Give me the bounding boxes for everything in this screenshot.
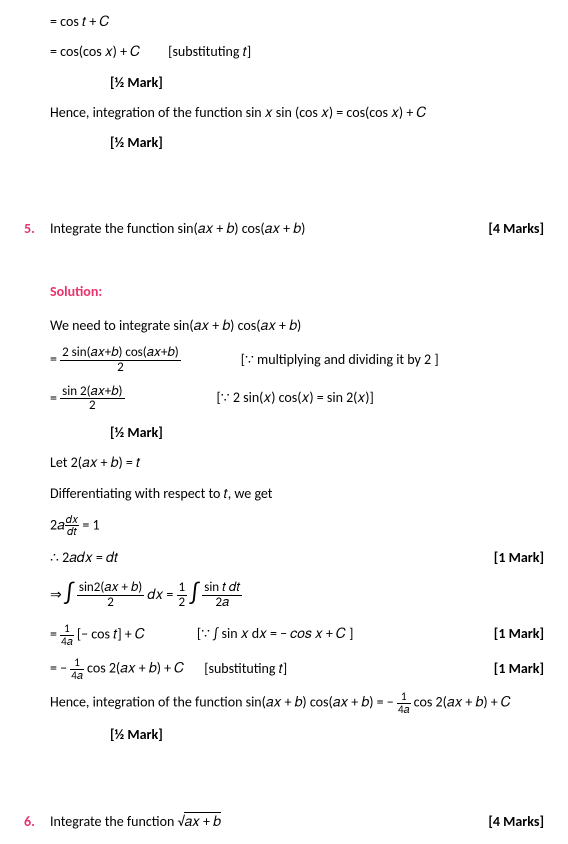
question-number: 5. <box>24 219 50 239</box>
let-statement: Let 2(𝑎𝑥 + 𝑏) = 𝑡 <box>50 453 544 473</box>
integral-note: [∵ ∫ sin 𝑥 d𝑥 = − 𝑐𝑜𝑠 𝑥 + 𝐶 ] <box>145 624 484 644</box>
step-cos-cosx: = cos(cos 𝑥) + 𝐶 [substituting 𝑡] <box>24 42 544 62</box>
step-mult-div-2: = 2 sin(𝑎𝑥+𝑏) cos(𝑎𝑥+𝑏)2 [∵ multiplying … <box>50 346 544 374</box>
question-text: Integrate the function √𝑎𝑥 + 𝑏 <box>50 812 480 832</box>
one-mark: [1 Mark] <box>484 659 544 679</box>
diff-statement: Differentiating with respect to 𝑡, we ge… <box>50 484 544 504</box>
integral-line: ⇒ ∫ sin2(𝑎𝑥 + 𝑏)2 𝑑𝑥 = 12 ∫ sin 𝑡 𝑑𝑡2𝑎 <box>50 578 544 613</box>
substitution-note: [substituting 𝑡] <box>140 42 544 62</box>
half-mark: [½ Mark] <box>24 73 544 93</box>
marks-label: [4 Marks] <box>480 812 544 832</box>
marks-label: [4 Marks] <box>480 219 544 239</box>
subst-note: [substituting 𝑡] <box>184 659 484 679</box>
eq-text: = cos(cos 𝑥) + 𝐶 <box>50 42 140 62</box>
question-5: 5. Integrate the function sin(𝑎𝑥 + 𝑏) co… <box>24 219 544 239</box>
reason-note: [∵ multiplying and dividing it by 2 ] <box>181 350 544 370</box>
question-text: Integrate the function sin(𝑎𝑥 + 𝑏) cos(𝑎… <box>50 219 480 239</box>
half-mark: [½ Mark] <box>24 133 544 153</box>
conclusion-q5: Hence, integration of the function sin(𝑎… <box>50 691 544 715</box>
half-mark: [½ Mark] <box>50 423 544 443</box>
half-mark: [½ Mark] <box>50 725 544 745</box>
therefore-line: ∴ 2𝑎𝑑𝑥 = 𝑑𝑡 [1 Mark] <box>50 548 544 568</box>
diff-equation: 2𝑎𝑑𝑥𝑑𝑡 = 1 <box>50 514 544 538</box>
step-sin2: = sin 2(𝑎𝑥+𝑏)2 [∵ 2 sin(𝑥) cos(𝑥) = sin … <box>50 385 544 413</box>
result-1: = 14𝑎 [− cos 𝑡] + 𝐶 [∵ ∫ sin 𝑥 d𝑥 = − 𝑐𝑜… <box>50 623 544 647</box>
need-statement: We need to integrate sin(𝑎𝑥 + 𝑏) cos(𝑎𝑥 … <box>50 316 544 336</box>
solution-label: Solution: <box>50 282 544 302</box>
conclusion-top: Hence, integration of the function sin 𝑥… <box>24 103 544 123</box>
step-cos-t: = cos 𝑡 + 𝐶 <box>24 12 544 32</box>
question-number: 6. <box>24 812 50 832</box>
identity-note: [∵ 2 sin(𝑥) cos(𝑥) = sin 2(𝑥)] <box>125 388 545 408</box>
question-6: 6. Integrate the function √𝑎𝑥 + 𝑏 [4 Mar… <box>24 812 544 832</box>
one-mark: [1 Mark] <box>484 548 544 568</box>
result-2: = − 14𝑎 cos 2(𝑎𝑥 + 𝑏) + 𝐶 [substituting … <box>50 657 544 681</box>
one-mark: [1 Mark] <box>484 624 544 644</box>
